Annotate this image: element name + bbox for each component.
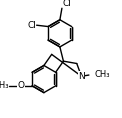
Text: Cl: Cl <box>62 0 71 8</box>
Text: CH₃: CH₃ <box>0 81 9 90</box>
Text: N: N <box>78 72 85 81</box>
Text: O: O <box>17 81 24 90</box>
Text: CH₃: CH₃ <box>94 70 110 79</box>
Text: Cl: Cl <box>27 21 36 30</box>
